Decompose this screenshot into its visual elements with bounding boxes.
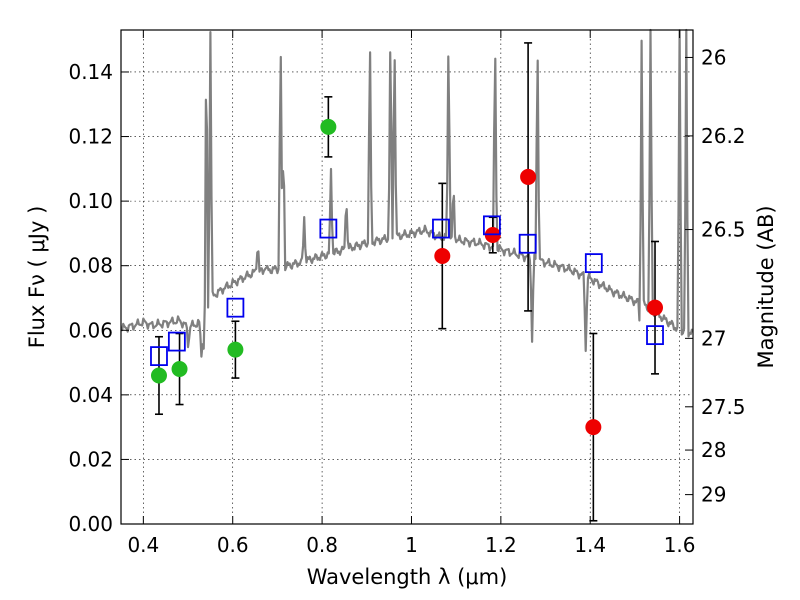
green-photometry-point (171, 361, 188, 378)
green-photometry-point (320, 118, 337, 135)
model-photometry-point (518, 233, 537, 254)
x-tick-label: 0.4 (127, 533, 159, 557)
model-spectrum (120, 28, 694, 358)
x-tick-label: 1.4 (574, 533, 606, 557)
y-tick-label: 0.04 (68, 383, 113, 407)
axis-ticks: 0.4 0.6 0.8 1 1.2 1.4 1.6 0.00 0.02 0.04 0.06 0.08 0… (68, 30, 746, 557)
x-tick-label: 1.2 (485, 533, 517, 557)
x-tick-label: 0.8 (306, 533, 338, 557)
y-tick-label: 0.02 (68, 447, 113, 471)
green-photometry-point (227, 341, 244, 358)
x-tick-label: 1.6 (664, 533, 696, 557)
spectrum-line (120, 28, 694, 358)
y-tick-label: 0.10 (68, 189, 113, 213)
mag-tick-label: 26 (701, 45, 726, 69)
red-photometry-point (520, 168, 537, 185)
model-photometry-point (150, 346, 168, 367)
green-photometry-point (150, 367, 167, 384)
mag-tick-label: 26.2 (701, 124, 746, 148)
x-axis-label: Wavelength λ (μm) (307, 565, 508, 589)
y-tick-label: 0.14 (68, 60, 113, 84)
red-photometry-point (434, 248, 451, 265)
y-tick-label: 0.12 (68, 125, 113, 149)
mag-tick-label: 28 (701, 438, 726, 462)
x-tick-label: 0.6 (217, 533, 249, 557)
plot-frame (120, 29, 694, 525)
model-photometry-point (646, 325, 664, 346)
y-tick-label: 0.00 (68, 512, 113, 536)
red-photometry-point (647, 299, 664, 316)
x-tick-label: 1 (405, 533, 418, 557)
mag-tick-label: 29 (701, 483, 726, 507)
model-photometry-point (226, 297, 245, 318)
model-photometry-point (584, 253, 603, 274)
mag-tick-label: 27.5 (701, 395, 746, 419)
y-axis-label: Flux Fν ( μJy ) (25, 206, 49, 349)
model-photometry-point (432, 218, 450, 239)
model-photometry-point (167, 331, 186, 352)
mag-tick-label: 27 (701, 326, 726, 350)
data-points (150, 118, 664, 436)
y-tick-label: 0.08 (68, 254, 113, 278)
mag-tick-label: 26.5 (701, 218, 746, 242)
y-tick-label: 0.06 (68, 318, 113, 342)
red-photometry-point (585, 419, 602, 436)
model-photometry-point (319, 218, 338, 239)
model-photometry-point (483, 215, 501, 236)
y2-axis-label: Magnitude (AB) (754, 205, 778, 368)
